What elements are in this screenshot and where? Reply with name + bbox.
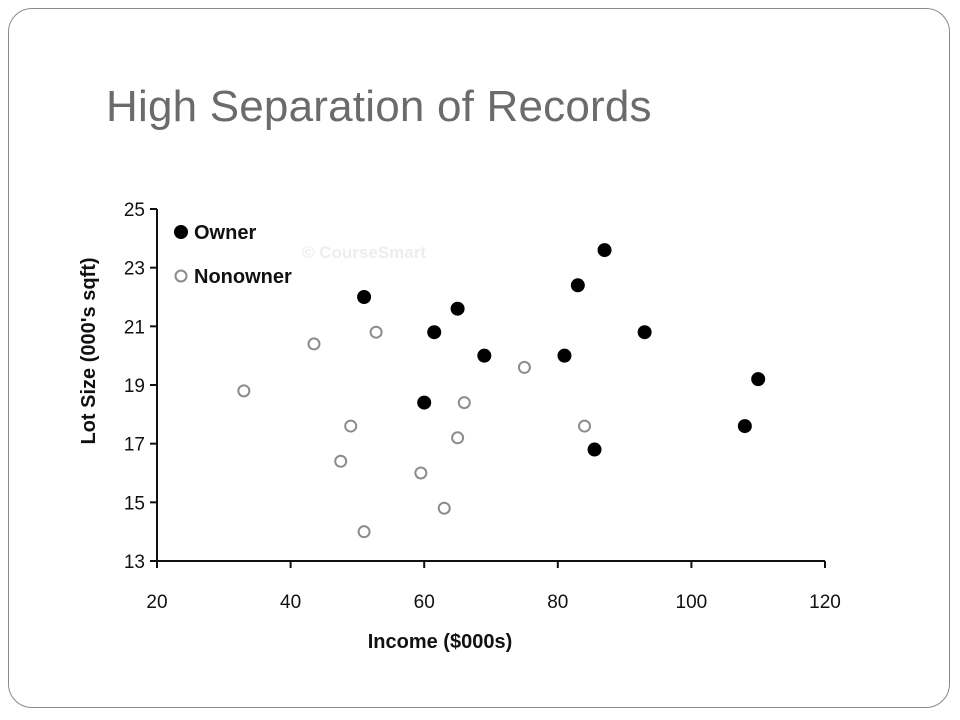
nonowner-point — [369, 325, 383, 339]
owner-point — [557, 348, 572, 363]
x-axis-label: Income ($000s) — [368, 631, 513, 653]
owner-point — [751, 372, 766, 387]
owner-point — [357, 290, 372, 304]
owner-point — [587, 442, 602, 457]
nonowner-point — [517, 360, 531, 374]
legend-marker-owner — [174, 225, 188, 239]
y-tick-label: 23 — [124, 259, 145, 280]
nonowner-point — [357, 525, 371, 539]
data-points — [237, 243, 766, 539]
x-axis-ticks: 20 40 60 80 100 120 — [146, 561, 841, 613]
y-tick-label: 15 — [124, 493, 145, 514]
legend-label-owner: Owner — [194, 222, 256, 244]
y-tick-label: 17 — [124, 435, 145, 456]
nonowner-point — [307, 337, 321, 351]
owner-point — [477, 348, 492, 363]
nonowner-point — [437, 501, 451, 515]
nonowner-point — [451, 431, 465, 445]
owner-point — [737, 419, 752, 434]
owner-point — [637, 325, 652, 340]
x-tick-label: 60 — [414, 592, 435, 613]
nonowner-point — [344, 419, 358, 433]
owner-point — [570, 278, 585, 293]
nonowner-point — [457, 396, 471, 410]
nonowner-point — [237, 384, 251, 398]
owner-point — [597, 243, 612, 258]
nonowner-point — [578, 419, 592, 433]
watermark-text: © CourseSmart — [302, 243, 426, 262]
owner-point — [450, 301, 465, 316]
y-axis-label: Lot Size (000's sqft) — [78, 257, 100, 444]
legend-marker-nonowner — [174, 269, 188, 283]
slide-title: High Separation of Records — [106, 82, 652, 131]
x-tick-label: 80 — [547, 592, 568, 613]
legend-label-nonowner: Nonowner — [194, 266, 292, 288]
x-tick-label: 100 — [676, 592, 708, 613]
nonowner-point — [334, 454, 348, 468]
y-tick-label: 25 — [124, 200, 145, 221]
y-tick-label: 21 — [124, 317, 145, 338]
owner-point — [427, 325, 442, 340]
x-tick-label: 120 — [809, 592, 841, 613]
nonowner-point — [414, 466, 428, 480]
legend: Owner Nonowner — [174, 222, 292, 288]
y-tick-label: 19 — [124, 376, 145, 397]
x-tick-label: 40 — [280, 592, 301, 613]
y-axis-ticks: 13 15 17 19 21 23 25 — [124, 200, 157, 573]
y-tick-label: 13 — [124, 552, 145, 573]
owner-point — [417, 395, 432, 410]
x-tick-label: 20 — [146, 592, 167, 613]
